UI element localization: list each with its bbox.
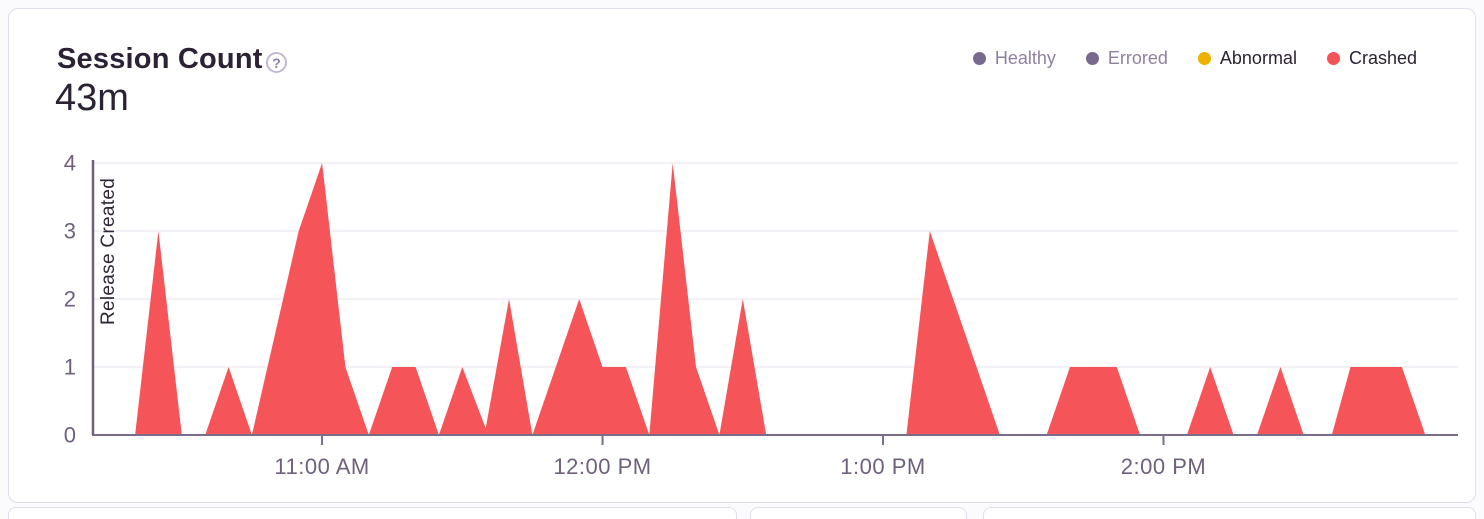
x-axis-label: 1:00 PM <box>840 454 925 479</box>
legend-item-healthy[interactable]: Healthy <box>972 48 1056 69</box>
legend-label-crashed: Crashed <box>1348 48 1417 68</box>
y-axis-label: 1 <box>64 355 76 380</box>
x-axis-label: 11:00 AM <box>274 454 369 479</box>
errored-dot-icon <box>1085 52 1099 65</box>
next-row-card-2 <box>750 507 967 519</box>
legend-label-healthy: Healthy <box>994 48 1056 68</box>
y-axis-label: 2 <box>64 287 76 312</box>
y-axis-label: 4 <box>64 151 76 176</box>
abnormal-dot-icon <box>1197 52 1211 65</box>
session-count-total: 43m <box>55 77 129 119</box>
chart-legend: Healthy Errored Abnormal Crashed <box>972 48 1417 69</box>
x-axis-label: 12:00 PM <box>553 454 651 479</box>
help-icon[interactable]: ? <box>266 52 287 73</box>
healthy-dot-icon <box>972 52 986 65</box>
x-axis-label: 2:00 PM <box>1121 454 1206 479</box>
legend-item-crashed[interactable]: Crashed <box>1326 48 1417 69</box>
legend-item-abnormal[interactable]: Abnormal <box>1197 48 1297 69</box>
card-title: Session Count <box>57 43 263 75</box>
next-row-card-3 <box>983 507 1476 519</box>
legend-label-errored: Errored <box>1107 48 1168 68</box>
legend-label-abnormal: Abnormal <box>1219 48 1297 68</box>
y-axis-label: 3 <box>64 219 76 244</box>
area-series-crashed <box>93 163 1458 435</box>
crashed-dot-icon <box>1326 52 1340 65</box>
y-axis-label: 0 <box>64 423 76 448</box>
release-created-label: Release Created <box>98 178 119 325</box>
next-row-card-1 <box>8 507 737 519</box>
legend-item-errored[interactable]: Errored <box>1085 48 1168 69</box>
